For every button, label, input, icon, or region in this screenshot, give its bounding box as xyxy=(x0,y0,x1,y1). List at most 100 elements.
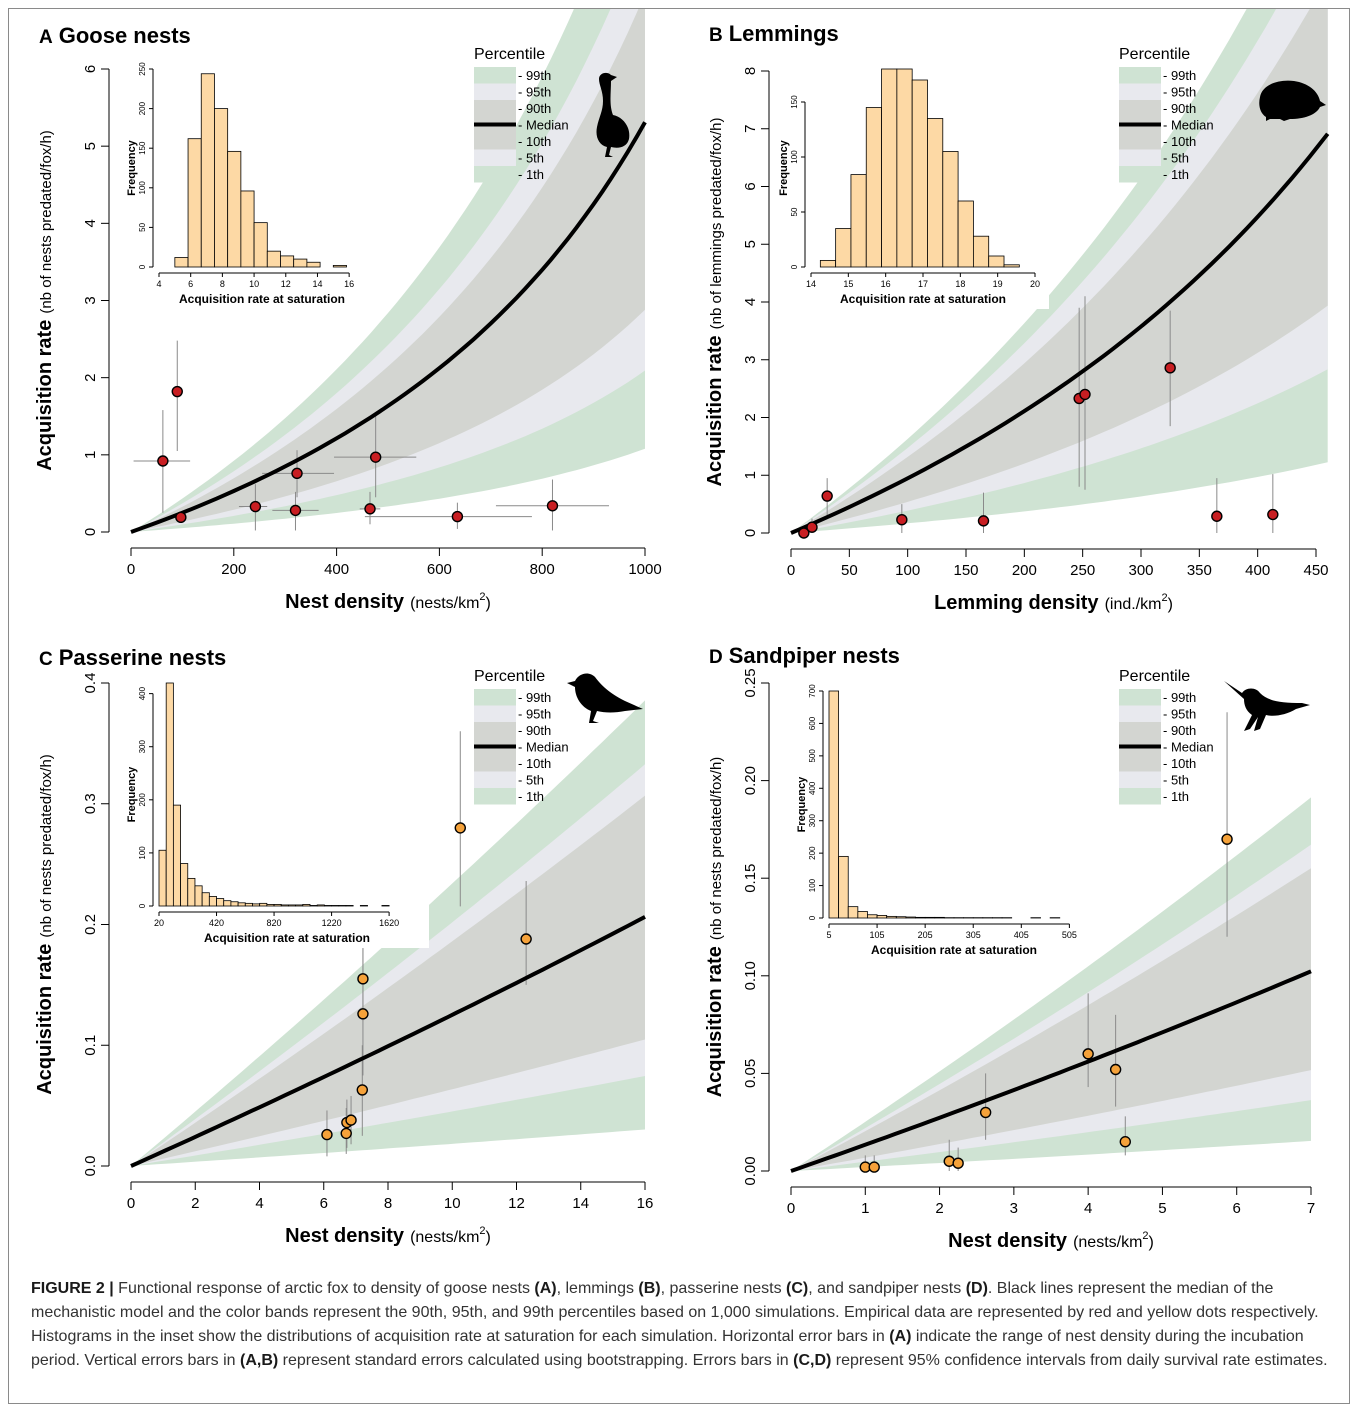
inset-x-tick-label: 5 xyxy=(826,930,831,940)
histogram-bar xyxy=(850,174,867,268)
x-tick-label: 12 xyxy=(508,1195,525,1212)
legend-swatch xyxy=(1119,788,1161,805)
panel-title: C Passerine nests xyxy=(39,645,226,670)
data-point xyxy=(357,1008,369,1020)
legend-entry: - 1th xyxy=(1163,789,1189,804)
legend-title: Percentile xyxy=(1119,668,1190,685)
median-line xyxy=(130,121,647,534)
histogram-bar xyxy=(867,914,878,919)
caption-segment: (C) xyxy=(786,1280,809,1297)
band-90-10 xyxy=(791,868,1311,1171)
caption-segment: (D) xyxy=(965,1280,988,1297)
x-tick-label: 200 xyxy=(1012,562,1037,579)
y-axis-label: Acquisition rate (nb of nests predated/fo… xyxy=(34,130,56,471)
sandpiper-icon xyxy=(1224,681,1310,731)
inset-x-tick-label: 420 xyxy=(209,918,224,928)
inset-y-label: Frequency xyxy=(796,776,808,833)
y-tick-label: 0.10 xyxy=(742,961,759,990)
y-tick-label: 1 xyxy=(82,451,99,459)
data-point xyxy=(1079,388,1091,401)
x-tick-label: 4 xyxy=(1084,1200,1092,1217)
histogram-bar xyxy=(187,877,196,907)
inset-x-tick-label: 405 xyxy=(1014,930,1029,940)
inset-y-tick-label: 300 xyxy=(138,739,147,753)
legend: Percentile - 99th - 95th- 90th - Median- 10… xyxy=(1119,668,1214,805)
legend-entry: - 99th xyxy=(518,68,551,83)
legend-entry: - 5th xyxy=(1163,151,1189,166)
y-tick-label: 0.05 xyxy=(742,1059,759,1088)
y-axis-label: Acquisition rate (nb of lemmings predated… xyxy=(704,118,726,487)
inset-y-tick-label: 300 xyxy=(808,813,817,827)
inset-y-tick-label: 0 xyxy=(808,915,817,920)
legend-entry: - 1th xyxy=(518,167,544,182)
y-tick-label: 0.2 xyxy=(82,914,99,935)
histogram-bar xyxy=(857,911,868,919)
data-point xyxy=(291,467,303,480)
histogram-bar xyxy=(158,849,167,907)
histogram-bar xyxy=(924,916,936,919)
inset-x-tick-label: 14 xyxy=(806,279,816,289)
median-line xyxy=(790,132,1330,535)
inset-x-tick-label: 12 xyxy=(281,279,291,289)
data-point xyxy=(157,455,169,467)
caption-segment: (B) xyxy=(638,1280,661,1297)
y-tick-label: 2 xyxy=(742,413,759,421)
x-tick-label: 2 xyxy=(935,1200,943,1217)
median-line xyxy=(790,969,1312,1173)
inset-x-tick-label: 8 xyxy=(220,279,225,289)
histogram-bar xyxy=(165,682,174,907)
legend-title: Percentile xyxy=(474,668,545,685)
histogram-bar xyxy=(911,79,928,268)
y-tick-label: 3 xyxy=(742,356,759,364)
x-tick-label: 350 xyxy=(1187,562,1212,579)
x-axis-label-bold: Nest density xyxy=(285,1225,405,1247)
histogram-bar xyxy=(266,250,281,268)
legend-entry: - 5th xyxy=(518,151,544,166)
y-tick-label: 7 xyxy=(742,125,759,133)
y-tick-label: 0.20 xyxy=(742,766,759,795)
histogram-bar xyxy=(180,863,189,907)
x-tick-label: 150 xyxy=(953,562,978,579)
panel-d-sandpiper-nests: D Sandpiper nests 0 1 2 3 4 5 6 7 0.00 0.05 0.10 0.15… xyxy=(704,643,1315,1252)
lemming-icon xyxy=(1259,80,1326,121)
caption-segment: (C,D) xyxy=(793,1352,832,1369)
x-tick-label: 0 xyxy=(787,1200,795,1217)
legend-entry: - 10th xyxy=(518,756,551,771)
legend-entry: - 10th xyxy=(518,134,551,149)
inset-y-tick-label: 400 xyxy=(138,686,147,700)
histogram-bar xyxy=(835,228,852,268)
legend-swatch xyxy=(474,83,516,100)
data-point xyxy=(868,1161,880,1173)
histogram-bar xyxy=(927,118,944,268)
y-tick-label: 0.4 xyxy=(82,673,99,694)
legend-swatch xyxy=(474,166,516,183)
histogram-bar xyxy=(237,902,246,907)
legend-entry: - 95th xyxy=(1163,85,1196,100)
y-tick-label: 6 xyxy=(742,182,759,190)
data-point xyxy=(821,490,833,502)
x-axis-label-bold: Nest density xyxy=(285,591,405,613)
median-line xyxy=(130,915,646,1168)
x-tick-label: 0 xyxy=(127,561,135,578)
data-point xyxy=(798,527,810,539)
histogram-bar xyxy=(828,690,840,919)
y-tick-label: 0.25 xyxy=(742,668,759,697)
y-tick-label: 0.00 xyxy=(742,1156,759,1185)
legend-entry: - 90th xyxy=(1163,101,1196,116)
caption-body: Functional response of arctic fox to den… xyxy=(31,1280,1328,1369)
x-axis-label-close: ) xyxy=(486,595,491,612)
x-tick-label: 10 xyxy=(444,1195,461,1212)
histogram-bar xyxy=(876,915,888,919)
x-axis-label-unit: (nests/km xyxy=(410,1229,479,1246)
histogram-bar xyxy=(847,906,859,919)
x-axis-label: Nest density (nests/km2) xyxy=(285,591,491,613)
inset-y-tick-label: 50 xyxy=(790,207,799,216)
band-90-10 xyxy=(791,9,1328,533)
y-tick-label: 4 xyxy=(82,219,99,227)
legend-entry: - 10th xyxy=(1163,756,1196,771)
inset-x-tick-label: 15 xyxy=(843,279,853,289)
inset-y-tick-label: 100 xyxy=(138,181,147,195)
figure-caption: FIGURE 2 | Functional response of arctic… xyxy=(31,1277,1331,1373)
inset-x-tick-label: 17 xyxy=(918,279,928,289)
